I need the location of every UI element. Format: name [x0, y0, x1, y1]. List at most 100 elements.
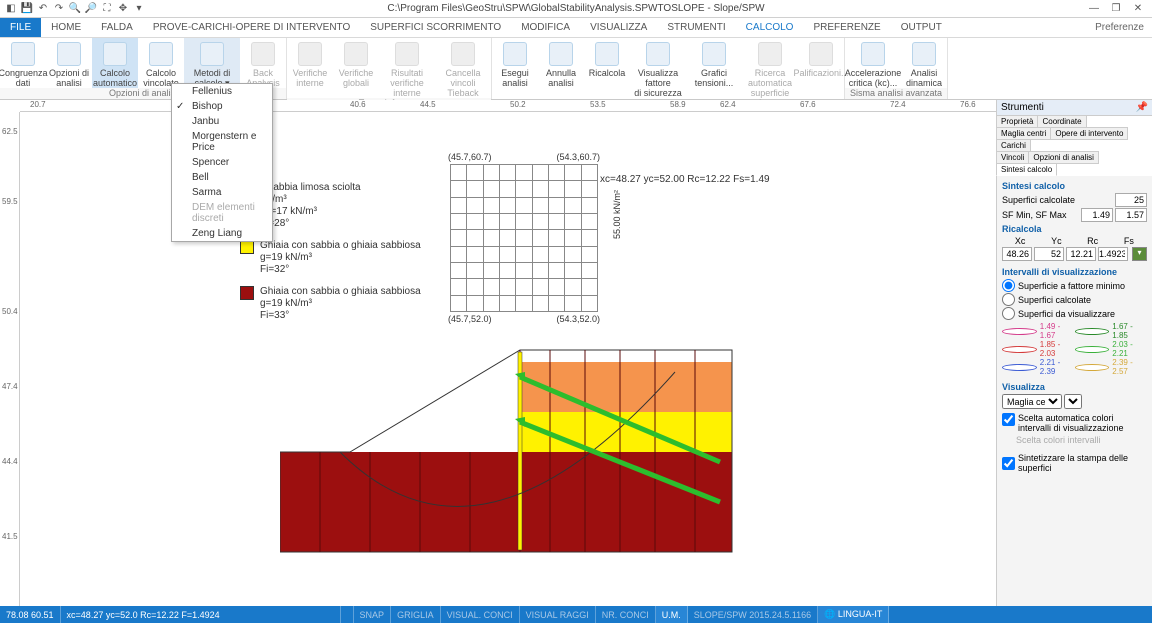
menu-tab-modifica[interactable]: MODIFICA [511, 18, 580, 37]
panel-pin-icon[interactable]: 📌 [1136, 102, 1148, 113]
centers-grid: (45.7,60.7) (54.3,60.7) (45.7,52.0) (54.… [450, 164, 598, 312]
qat-dropdown-icon[interactable]: ▾ [132, 2, 146, 16]
method-morgensterneprice[interactable]: Morgenstern e Price [172, 129, 272, 155]
menu-tab-visualizza[interactable]: VISUALIZZA [580, 18, 657, 37]
menu-tab-preferenze[interactable]: PREFERENZE [803, 18, 890, 37]
ribbon-verifiche: Verificheinterne [287, 38, 333, 98]
method-janbu[interactable]: Janbu [172, 114, 272, 129]
status-griglia[interactable]: GRIGLIA [391, 606, 441, 623]
radio-0[interactable] [1002, 279, 1015, 292]
method-zengliang[interactable]: Zeng Liang [172, 226, 272, 241]
status-visualconci[interactable]: VISUAL. CONCI [441, 606, 520, 623]
sintetizzare-check[interactable] [1002, 457, 1015, 470]
panel-header: Strumenti 📌 [997, 100, 1152, 116]
undo-icon[interactable]: ↶ [36, 2, 50, 16]
menu-tab-falda[interactable]: FALDA [91, 18, 143, 37]
method-demelementidiscreti: DEM elementi discreti [172, 200, 272, 226]
ribbon-calcolo[interactable]: Calcolovincolato [138, 38, 184, 88]
menu-tab-file[interactable]: FILE [0, 18, 41, 37]
tab-operediintervento[interactable]: Opere di intervento [1050, 127, 1128, 140]
status-nrconci[interactable]: NR. CONCI [596, 606, 656, 623]
sintesi-section: Sintesi calcolo Superfici calcolate SF M… [997, 176, 1152, 477]
ribbon-accelerazione[interactable]: Accelerazionecritica (kc)... [845, 38, 901, 88]
method-bishop[interactable]: Bishop [172, 99, 272, 114]
radio-1[interactable] [1002, 293, 1015, 306]
tools-panel: Strumenti 📌 ProprietàCoordinate Maglia c… [996, 100, 1152, 606]
recalc-button[interactable]: ▾ [1132, 247, 1147, 261]
method-sarma[interactable]: Sarma [172, 185, 272, 200]
status-linguait[interactable]: 🌐 LINGUA-IT [818, 606, 889, 623]
visualizza-select[interactable]: Maglia centri [1002, 394, 1062, 409]
panel-sub-tabs-1: Maglia centriOpere di interventoCarichi [997, 128, 1152, 152]
radio-2[interactable] [1002, 307, 1015, 320]
ricalcola-rc[interactable] [1066, 247, 1096, 261]
sf-min-input[interactable] [1081, 208, 1113, 222]
preferences-link[interactable]: Preferenze [1095, 22, 1152, 33]
status-bar: 78.08 60.51 xc=48.27 yc=52.0 Rc=12.22 F=… [0, 606, 1152, 623]
intervalli-title: Intervalli di visualizzazione [1002, 267, 1147, 277]
menu-tab-home[interactable]: HOME [41, 18, 91, 37]
status-visualraggi[interactable]: VISUAL RAGGI [520, 606, 596, 623]
ricalcola-xc[interactable] [1002, 247, 1032, 261]
status-result: xc=48.27 yc=52.0 Rc=12.22 F=1.4924 [61, 606, 341, 623]
ribbon-verifiche: Verificheglobali [333, 38, 379, 98]
method-spencer[interactable]: Spencer [172, 155, 272, 170]
panel-title: Strumenti [1001, 102, 1044, 113]
auto-colors-label: Scelta automatica colori intervalli di v… [1018, 413, 1147, 433]
zoom-out-icon[interactable]: 🔎 [84, 2, 98, 16]
panel-sub-tabs-2: VincoliOpzioni di analisiSintesi calcolo [997, 152, 1152, 176]
ricalcola-title: Ricalcola [1002, 224, 1147, 234]
menu-tab-superficiscorrimento[interactable]: SUPERFICI SCORRIMENTO [360, 18, 511, 37]
pan-icon[interactable]: ✥ [116, 2, 130, 16]
ribbon-calcolo[interactable]: Calcoloautomatico [92, 38, 138, 88]
ribbon-metodidi[interactable]: Metodi dicalcolo ▾ [184, 38, 240, 88]
ricalcola-yc[interactable] [1034, 247, 1064, 261]
status-slopespw[interactable]: SLOPE/SPW 2015.24.5.1166 [688, 606, 818, 623]
ribbon-back: BackAnalysis [240, 38, 286, 88]
status-snap[interactable]: SNAP [354, 606, 392, 623]
quick-access-toolbar: ◧ 💾 ↶ ↷ 🔍 🔎 ⛶ ✥ ▾ [0, 2, 150, 16]
ribbon-opzionidi[interactable]: Opzioni dianalisi [46, 38, 92, 88]
sf-max-input[interactable] [1115, 208, 1147, 222]
superfici-input[interactable] [1115, 193, 1147, 207]
drawing-canvas[interactable]: o sabbia limosa scioltakN/m³gs=17 kN/m³F… [20, 112, 996, 606]
status-coords: 78.08 60.51 [0, 606, 61, 623]
grid-side-label: 55.00 kN/m² [612, 190, 622, 239]
slope-svg [280, 332, 740, 562]
zoom-in-icon[interactable]: 🔍 [68, 2, 82, 16]
ribbon-cancellavincoli: Cancella vincoliTieback [435, 38, 491, 98]
ribbon-analisi[interactable]: Analisidinamica [901, 38, 947, 88]
ruler-vertical: 62.559.550.447.444.441.5 [0, 112, 20, 606]
menu-tab-calcolo[interactable]: CALCOLO [736, 18, 804, 37]
maximize-button[interactable]: ❐ [1108, 3, 1124, 14]
visualizza-select-2[interactable] [1064, 394, 1082, 409]
sintesi-title: Sintesi calcolo [1002, 181, 1147, 191]
sintetizzare-label: Sintetizzare la stampa delle superfici [1018, 453, 1147, 473]
title-bar: ◧ 💾 ↶ ↷ 🔍 🔎 ⛶ ✥ ▾ C:\Program Files\GeoSt… [0, 0, 1152, 18]
ribbon-congruenza[interactable]: Congruenzadati [0, 38, 46, 88]
app-icon[interactable]: ◧ [4, 2, 18, 16]
ribbon-risultati: Risultativerifiche interne [379, 38, 435, 98]
method-fellenius[interactable]: Fellenius [172, 84, 272, 99]
grid-label-bl: (45.7,52.0) [448, 314, 492, 324]
auto-colors-check[interactable] [1002, 413, 1015, 426]
menu-tab-strumenti[interactable]: STRUMENTI [657, 18, 735, 37]
superfici-label: Superfici calcolate [1002, 195, 1115, 205]
grid-label-tr: (54.3,60.7) [556, 152, 600, 162]
ricalcola-fs[interactable] [1098, 247, 1128, 261]
minimize-button[interactable]: — [1086, 3, 1102, 14]
menu-tab-provecarichioperediintervento[interactable]: PROVE-CARICHI-OPERE DI INTERVENTO [143, 18, 360, 37]
window-controls: — ❐ ✕ [1086, 3, 1152, 14]
save-icon[interactable]: 💾 [20, 2, 34, 16]
metodi-calcolo-dropdown: FelleniusBishopJanbuMorgenstern e PriceS… [171, 83, 273, 242]
menu-tab-output[interactable]: OUTPUT [891, 18, 952, 37]
zoom-fit-icon[interactable]: ⛶ [100, 2, 114, 16]
sf-label: SF Min, SF Max [1002, 210, 1081, 220]
redo-icon[interactable]: ↷ [52, 2, 66, 16]
method-bell[interactable]: Bell [172, 170, 272, 185]
ruler-horizontal: 20.730.240.644.550.253.558.962.467.672.4… [20, 100, 996, 112]
grid-label-tl: (45.7,60.7) [448, 152, 492, 162]
close-button[interactable]: ✕ [1130, 3, 1146, 14]
tab-sintesicalcolo[interactable]: Sintesi calcolo [996, 163, 1057, 176]
status-um[interactable]: U.M. [656, 606, 688, 623]
